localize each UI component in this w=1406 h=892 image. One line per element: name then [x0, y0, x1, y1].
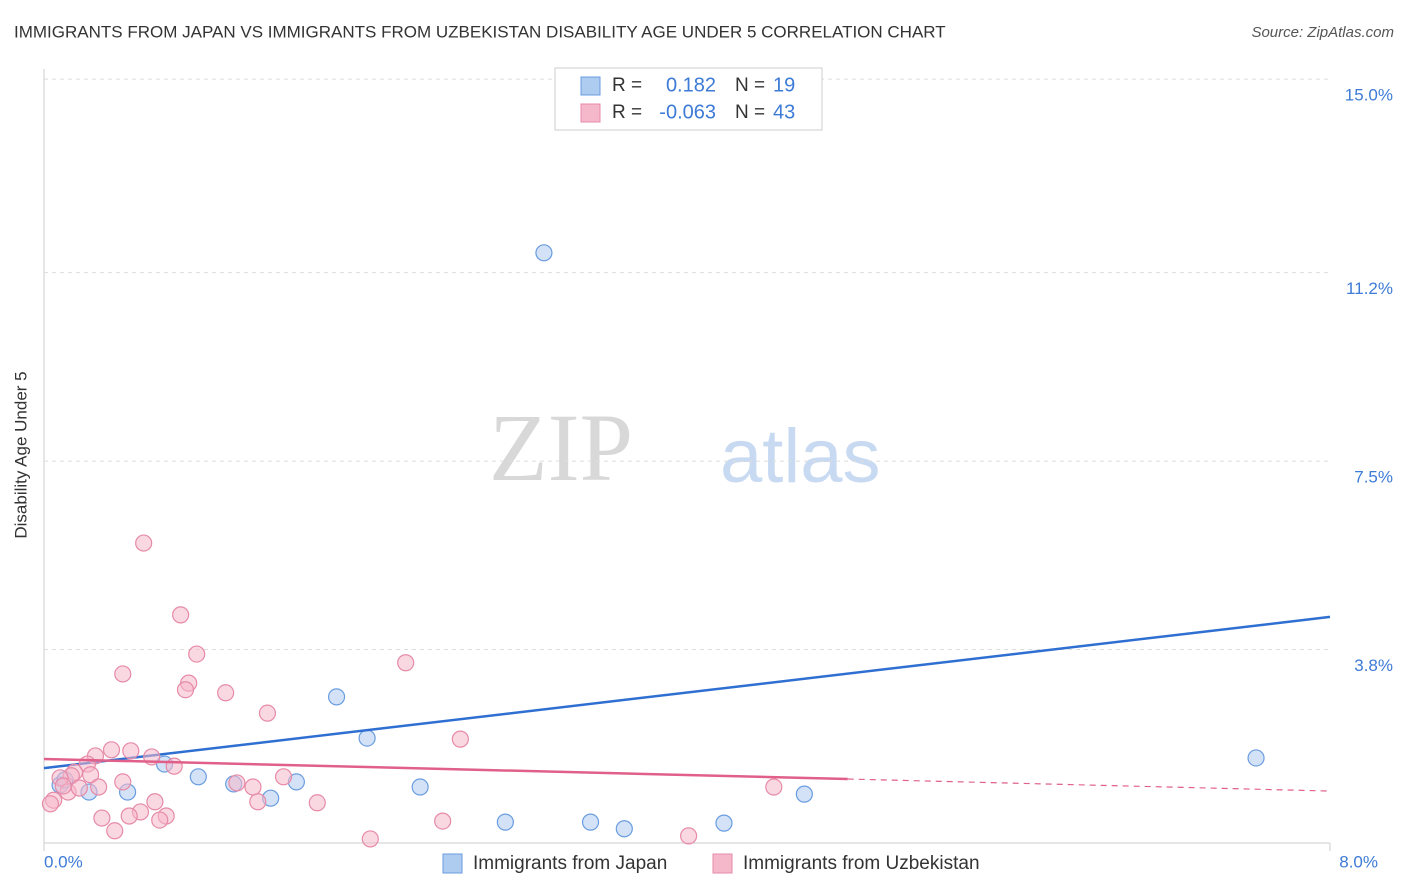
point — [615, 820, 633, 838]
point — [228, 774, 246, 792]
point — [114, 665, 132, 683]
point — [70, 779, 88, 797]
point — [434, 812, 452, 830]
point — [680, 827, 698, 845]
point — [765, 778, 783, 796]
chart-title: IMMIGRANTS FROM JAPAN VS IMMIGRANTS FROM… — [14, 22, 946, 41]
point — [106, 822, 124, 840]
legend-r-label: R = — [612, 75, 642, 96]
point — [327, 688, 346, 706]
y-tick-label: 3.8% — [1354, 656, 1393, 675]
legend-n-value: 43 — [773, 101, 795, 123]
point — [102, 741, 121, 759]
legend-n-value: 19 — [773, 74, 795, 96]
point — [308, 794, 326, 812]
point — [151, 811, 169, 829]
point — [135, 534, 153, 552]
legend-r-value: 0.182 — [666, 74, 716, 96]
point — [274, 768, 293, 786]
point — [795, 785, 813, 803]
trend-line — [43, 615, 1331, 770]
point — [258, 704, 277, 722]
point — [82, 766, 100, 784]
point — [217, 684, 235, 702]
point — [535, 244, 553, 262]
point — [189, 768, 207, 786]
legend-swatch — [712, 853, 733, 874]
point — [114, 773, 132, 791]
y-tick-label: 11.2% — [1346, 279, 1393, 298]
point — [581, 813, 600, 831]
trend-line-dashed — [847, 778, 1331, 792]
y-tick-label: 15.0% — [1345, 86, 1393, 105]
legend-swatch — [580, 76, 601, 96]
y-axis-label: Disability Age Under 5 — [11, 371, 30, 538]
point — [120, 807, 138, 825]
legend-label: Immigrants from Japan — [473, 853, 667, 874]
point — [176, 681, 195, 699]
point — [411, 778, 429, 796]
point — [90, 778, 108, 796]
watermark: atlas — [720, 414, 881, 499]
source: Source: ZipAtlas.com — [1251, 24, 1394, 41]
point — [244, 778, 262, 796]
point — [715, 814, 733, 832]
legend-label: Immigrants from Uzbekistan — [743, 853, 980, 874]
point — [1247, 749, 1265, 767]
point — [397, 654, 415, 672]
point — [122, 742, 140, 760]
legend-n-label: N = — [735, 102, 765, 123]
legend-n-label: N = — [735, 75, 765, 96]
point — [93, 809, 111, 827]
legend-swatch — [442, 853, 463, 874]
y-tick-label: 7.5% — [1354, 468, 1393, 487]
point — [146, 793, 164, 811]
legend-r-value: -0.063 — [659, 101, 716, 123]
point — [358, 729, 376, 747]
point — [188, 645, 206, 663]
point — [361, 830, 379, 848]
point — [41, 795, 60, 813]
legend-swatch — [580, 103, 601, 123]
x-tick-label: 0.0% — [44, 852, 83, 871]
point — [165, 757, 183, 775]
x-tick-label: 8.0% — [1339, 852, 1378, 871]
point — [249, 793, 267, 811]
point — [172, 606, 190, 624]
point — [451, 730, 469, 748]
point — [54, 777, 72, 795]
legend-r-label: R = — [612, 102, 642, 123]
watermark: ZIP — [489, 394, 633, 501]
point — [496, 813, 514, 831]
trend-line — [43, 757, 848, 781]
